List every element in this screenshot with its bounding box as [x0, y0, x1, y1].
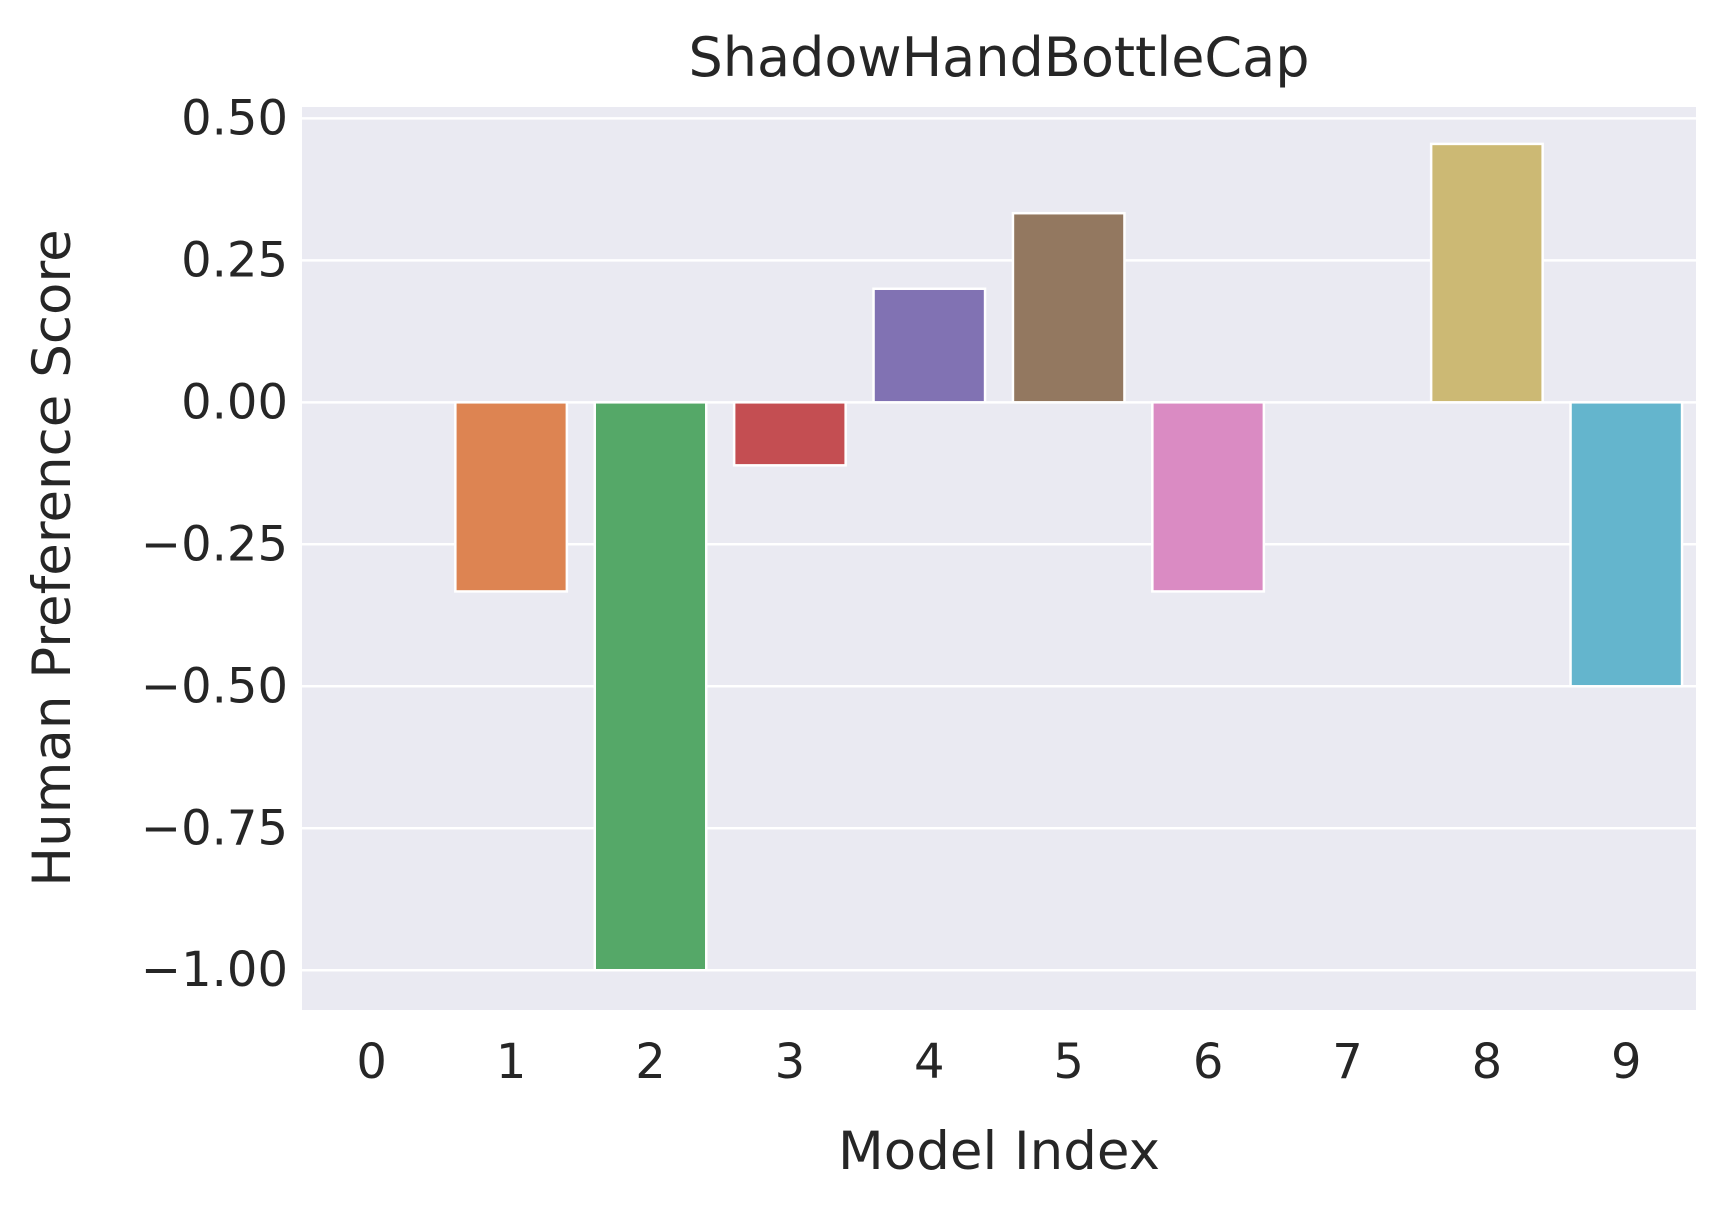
x-tick-label: 9 [1611, 1034, 1642, 1090]
bar-model-5 [1011, 211, 1126, 404]
y-axis-label: Human Preference Score [22, 229, 83, 886]
y-tick-label: −1.00 [141, 942, 288, 998]
bars [454, 142, 1684, 972]
x-axis-label: Model Index [838, 1121, 1160, 1182]
y-tick-label: 0.25 [181, 232, 288, 288]
bar-model-6 [1151, 401, 1266, 593]
x-tick-label: 5 [1053, 1034, 1084, 1090]
x-tick-labels: 0 1 2 3 4 5 6 7 8 9 [356, 1034, 1641, 1090]
bar-model-1 [454, 401, 569, 593]
x-tick-label: 6 [1193, 1034, 1224, 1090]
y-tick-label: −0.75 [141, 800, 288, 856]
x-tick-label: 1 [496, 1034, 527, 1090]
bar-model-8 [1429, 142, 1544, 404]
x-tick-label: 4 [914, 1034, 945, 1090]
x-tick-label: 7 [1332, 1034, 1363, 1090]
chart-title: ShadowHandBottleCap [689, 26, 1310, 89]
bar-model-9 [1569, 401, 1684, 688]
x-tick-label: 8 [1472, 1034, 1503, 1090]
x-tick-label: 3 [775, 1034, 806, 1090]
x-tick-label: 0 [356, 1034, 387, 1090]
x-tick-label: 2 [635, 1034, 666, 1090]
y-tick-label: −0.25 [141, 516, 288, 572]
y-tick-labels: 0.50 0.25 0.00 −0.25 −0.50 −0.75 −1.00 [141, 90, 288, 998]
bar-model-2 [593, 401, 708, 972]
y-tick-label: −0.50 [141, 658, 288, 714]
bar-model-3 [732, 401, 847, 467]
y-tick-label: 0.50 [181, 90, 288, 146]
bar-model-4 [872, 287, 987, 404]
y-tick-label: 0.00 [181, 374, 288, 430]
